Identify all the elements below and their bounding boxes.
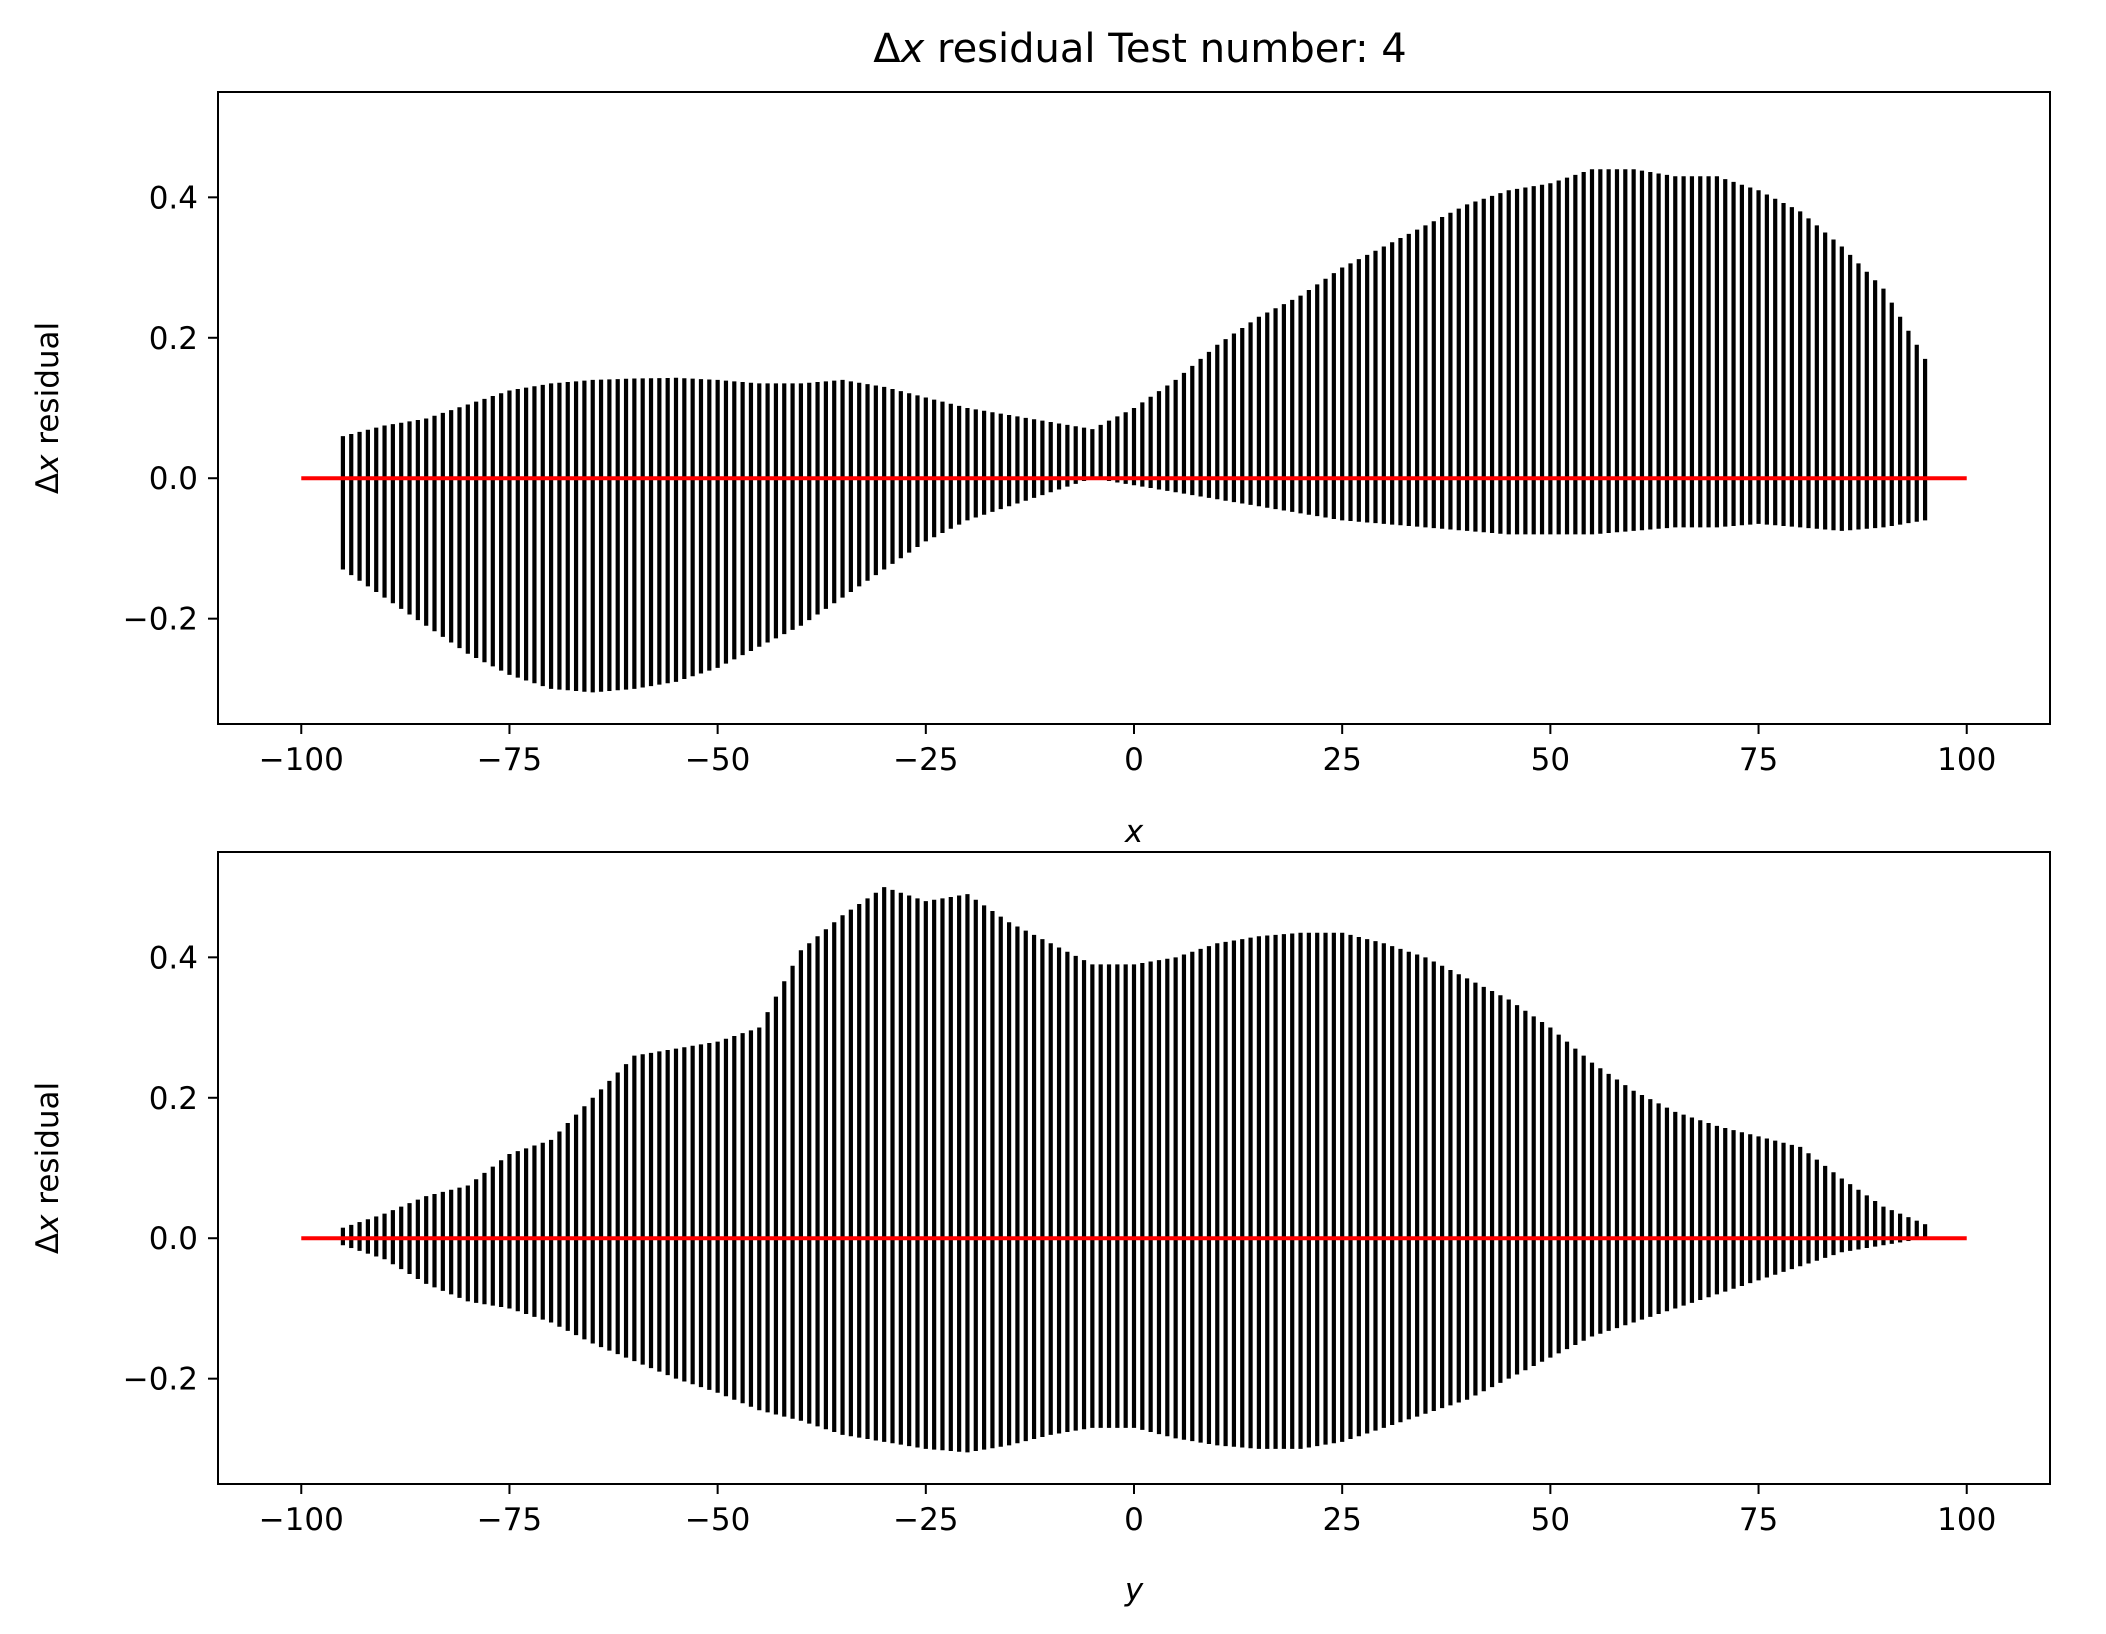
y-tick-label: −0.2: [123, 1362, 198, 1398]
x-tick-label: −75: [477, 1502, 542, 1538]
y-axis-label: Δx residual: [30, 322, 66, 494]
data-points: [340, 169, 1928, 693]
panel-1: −100 −75 −50 −25 0 25 50 75 100 −0.2 0.0 0.2 0.4 x Δx …: [30, 91, 2051, 850]
x-tick-label: −100: [259, 1502, 344, 1538]
y-tick-label: 0.4: [149, 180, 198, 216]
x-tick-label: 100: [1937, 742, 1996, 778]
x-tick-label: 25: [1322, 742, 1361, 778]
x-tick-label: −50: [685, 1502, 750, 1538]
y-tick-label: 0.0: [149, 461, 198, 497]
x-tick-label: 75: [1739, 742, 1778, 778]
chart-title: Δx residual Test number: 4: [873, 26, 1407, 72]
x-tick-label: 25: [1322, 1502, 1361, 1538]
x-tick-label: −25: [893, 1502, 958, 1538]
x-tick-label: 0: [1124, 1502, 1144, 1538]
x-tick-label: 50: [1531, 742, 1570, 778]
x-axis-label: y: [1124, 1572, 1144, 1608]
y-axis-label: Δx residual: [30, 1082, 66, 1254]
data-points: [340, 887, 1928, 1453]
y-tick-label: −0.2: [123, 602, 198, 638]
y-tick-label: 0.4: [149, 940, 198, 976]
x-tick-label: −50: [685, 742, 750, 778]
x-tick-label: 100: [1937, 1502, 1996, 1538]
x-tick-label: −25: [893, 742, 958, 778]
x-tick-label: 50: [1531, 1502, 1570, 1538]
y-tick-label: 0.2: [149, 1081, 198, 1117]
x-tick-label: 0: [1124, 742, 1144, 778]
x-tick-label: −75: [477, 742, 542, 778]
y-tick-label: 0.2: [149, 321, 198, 357]
x-tick-label: 75: [1739, 1502, 1778, 1538]
x-axis-label: x: [1124, 814, 1144, 850]
y-tick-label: 0.0: [149, 1221, 198, 1257]
x-tick-label: −100: [259, 742, 344, 778]
panel-2: −100 −75 −50 −25 0 25 50 75 100 −0.2 0.0 0.2 0.4 y Δx …: [30, 851, 2051, 1608]
